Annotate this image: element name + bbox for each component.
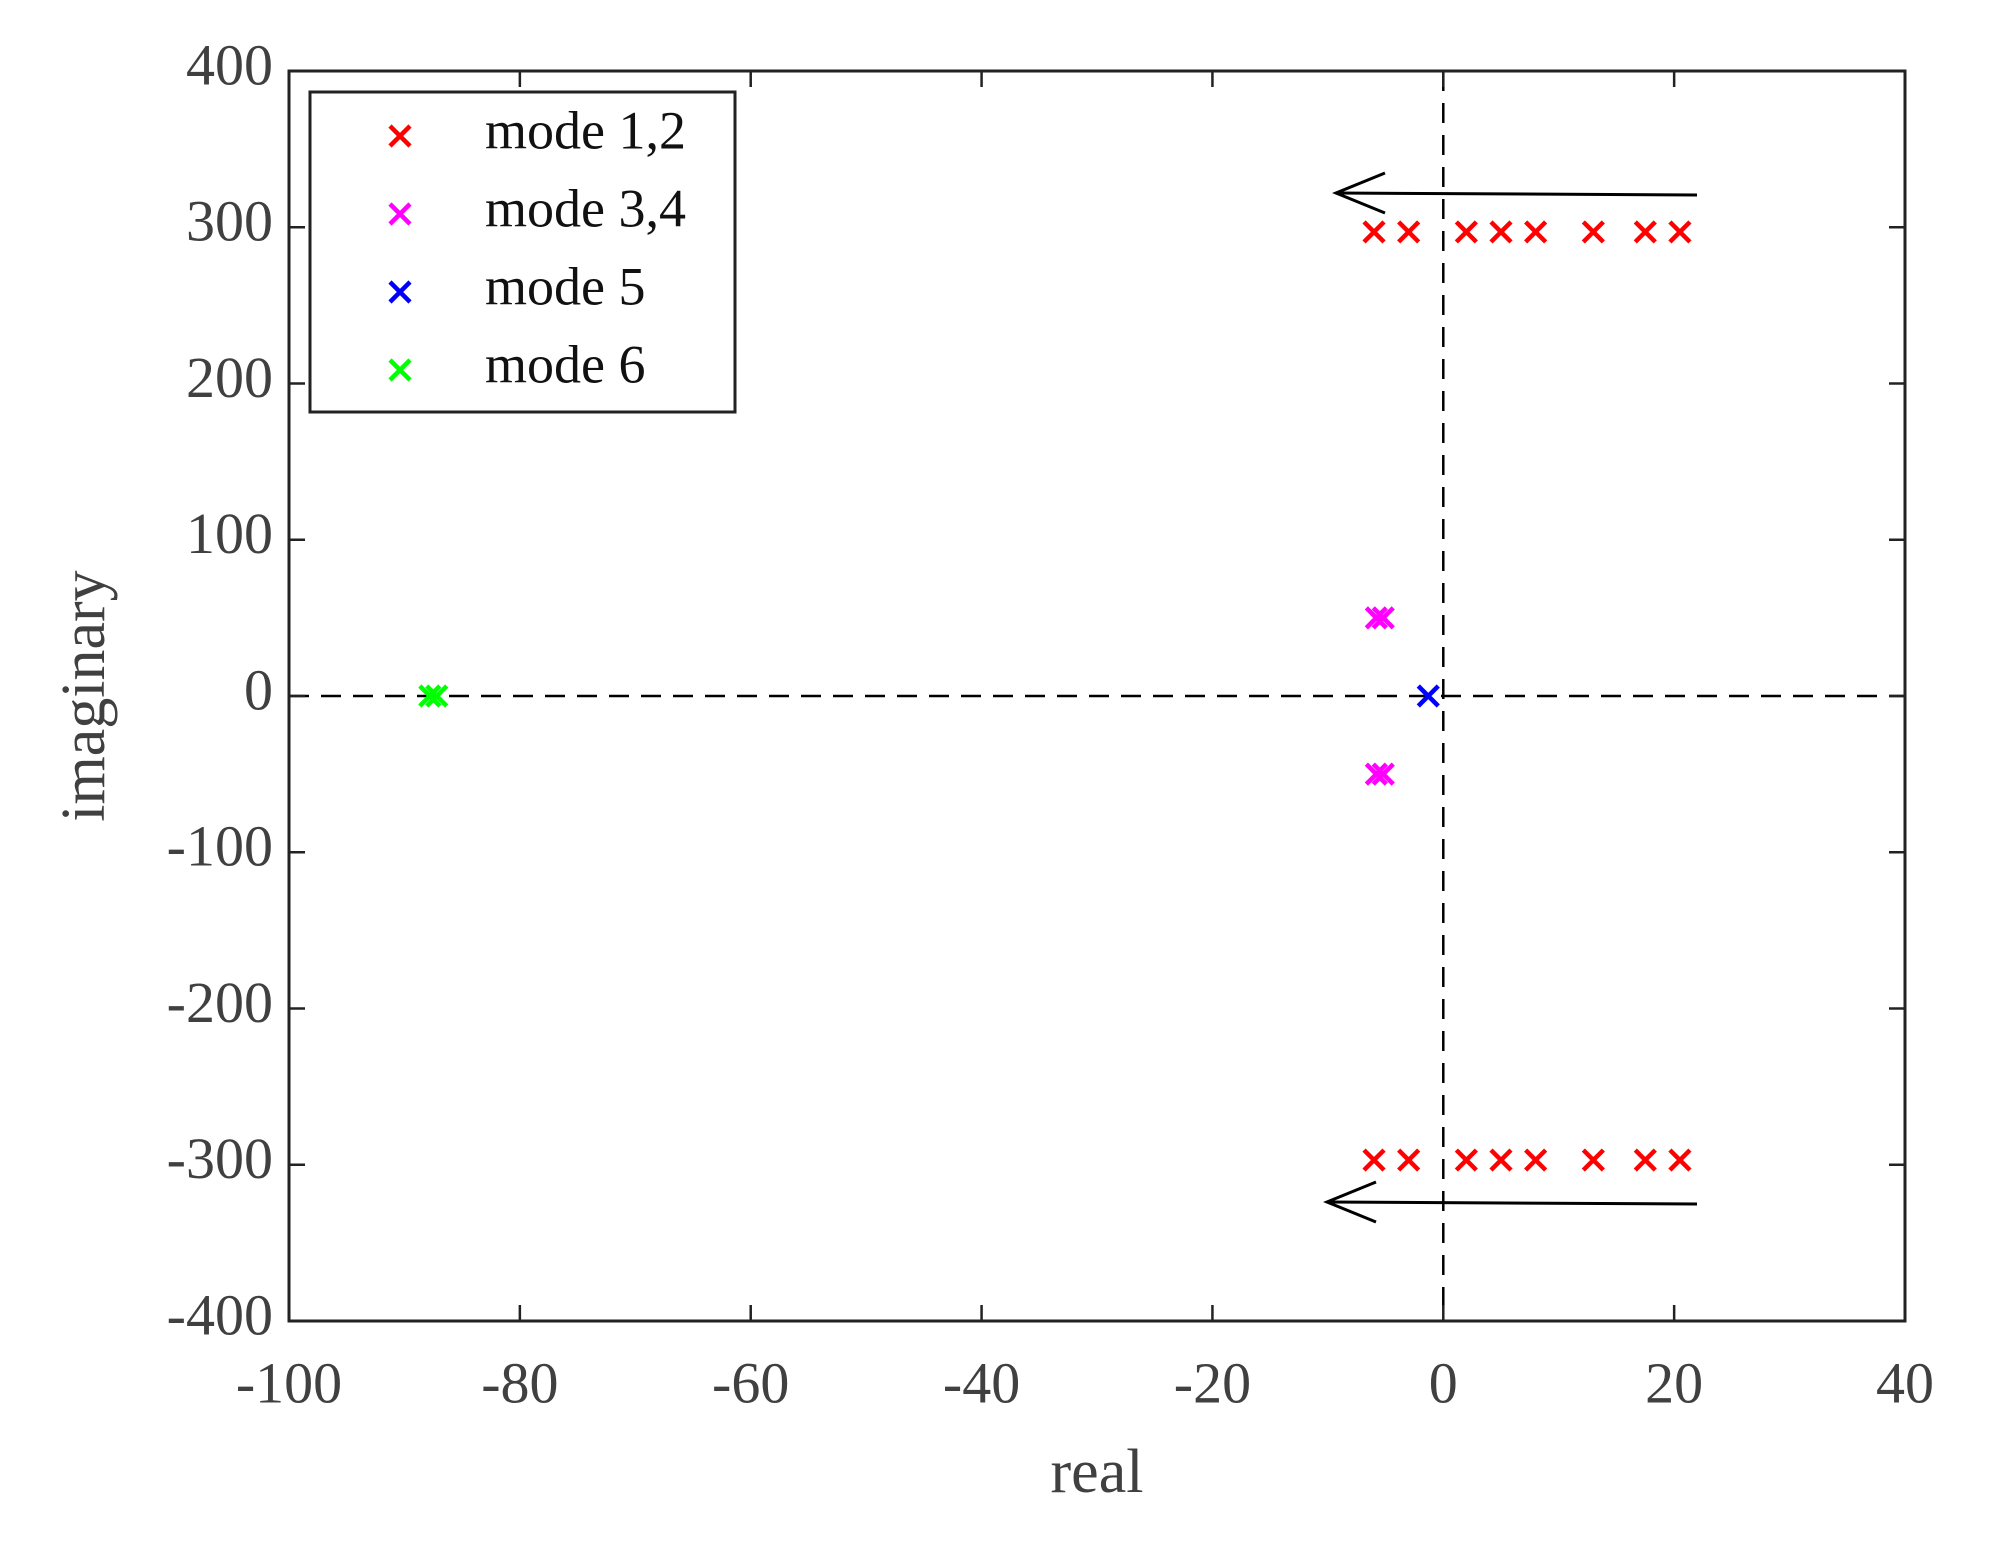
y-tick-label: 400 xyxy=(186,32,273,97)
legend-box xyxy=(308,90,737,414)
marker xyxy=(388,358,412,382)
marker xyxy=(425,684,449,708)
x-tick-label: -60 xyxy=(712,1350,789,1415)
y-axis-label: imaginary xyxy=(50,570,118,821)
legend-label: mode 1,2 xyxy=(485,100,686,160)
marker xyxy=(1524,220,1548,244)
legend-label: mode 6 xyxy=(485,334,645,394)
y-tick-label: 100 xyxy=(186,501,273,566)
x-tick-label: -100 xyxy=(236,1350,342,1415)
y-tick-label: 0 xyxy=(244,657,273,722)
y-tick-label: -200 xyxy=(167,970,273,1035)
marker xyxy=(1524,1148,1548,1172)
marker xyxy=(1397,1148,1421,1172)
arrow xyxy=(1335,191,1698,197)
marker xyxy=(1668,1148,1692,1172)
arrowhead xyxy=(1323,1180,1377,1224)
marker xyxy=(1362,1148,1386,1172)
x-tick-label: -40 xyxy=(943,1350,1020,1415)
marker xyxy=(388,124,412,148)
marker xyxy=(1364,606,1388,630)
marker xyxy=(1581,1148,1605,1172)
x-tick-label: -20 xyxy=(1174,1350,1251,1415)
y-tick-label: -400 xyxy=(167,1282,273,1347)
x-axis-label: real xyxy=(1051,1438,1144,1506)
marker xyxy=(1633,220,1657,244)
y-tick-label: -300 xyxy=(167,1126,273,1191)
arrowhead xyxy=(1332,171,1386,215)
marker xyxy=(418,684,442,708)
marker xyxy=(1416,684,1440,708)
marker xyxy=(1633,1148,1657,1172)
marker xyxy=(1371,606,1395,630)
axes-box xyxy=(287,69,1907,1323)
marker xyxy=(1581,220,1605,244)
y-tick-label: 300 xyxy=(186,189,273,254)
marker xyxy=(388,202,412,226)
x-tick-label: 20 xyxy=(1645,1350,1703,1415)
marker xyxy=(1454,1148,1478,1172)
marker xyxy=(1362,220,1386,244)
legend-label: mode 5 xyxy=(485,256,645,316)
x-tick-label: 0 xyxy=(1429,1350,1458,1415)
marker xyxy=(1454,220,1478,244)
marker xyxy=(1489,1148,1513,1172)
y-tick-label: -100 xyxy=(167,814,273,879)
marker xyxy=(388,280,412,304)
marker xyxy=(1489,220,1513,244)
marker xyxy=(1364,762,1388,786)
legend-label: mode 3,4 xyxy=(485,178,686,238)
marker xyxy=(1668,220,1692,244)
arrow xyxy=(1326,1200,1698,1206)
x-tick-label: -80 xyxy=(481,1350,558,1415)
marker xyxy=(1397,220,1421,244)
x-tick-label: 40 xyxy=(1876,1350,1934,1415)
marker xyxy=(1371,762,1395,786)
y-tick-label: 200 xyxy=(186,345,273,410)
plot-area xyxy=(287,69,1907,1323)
